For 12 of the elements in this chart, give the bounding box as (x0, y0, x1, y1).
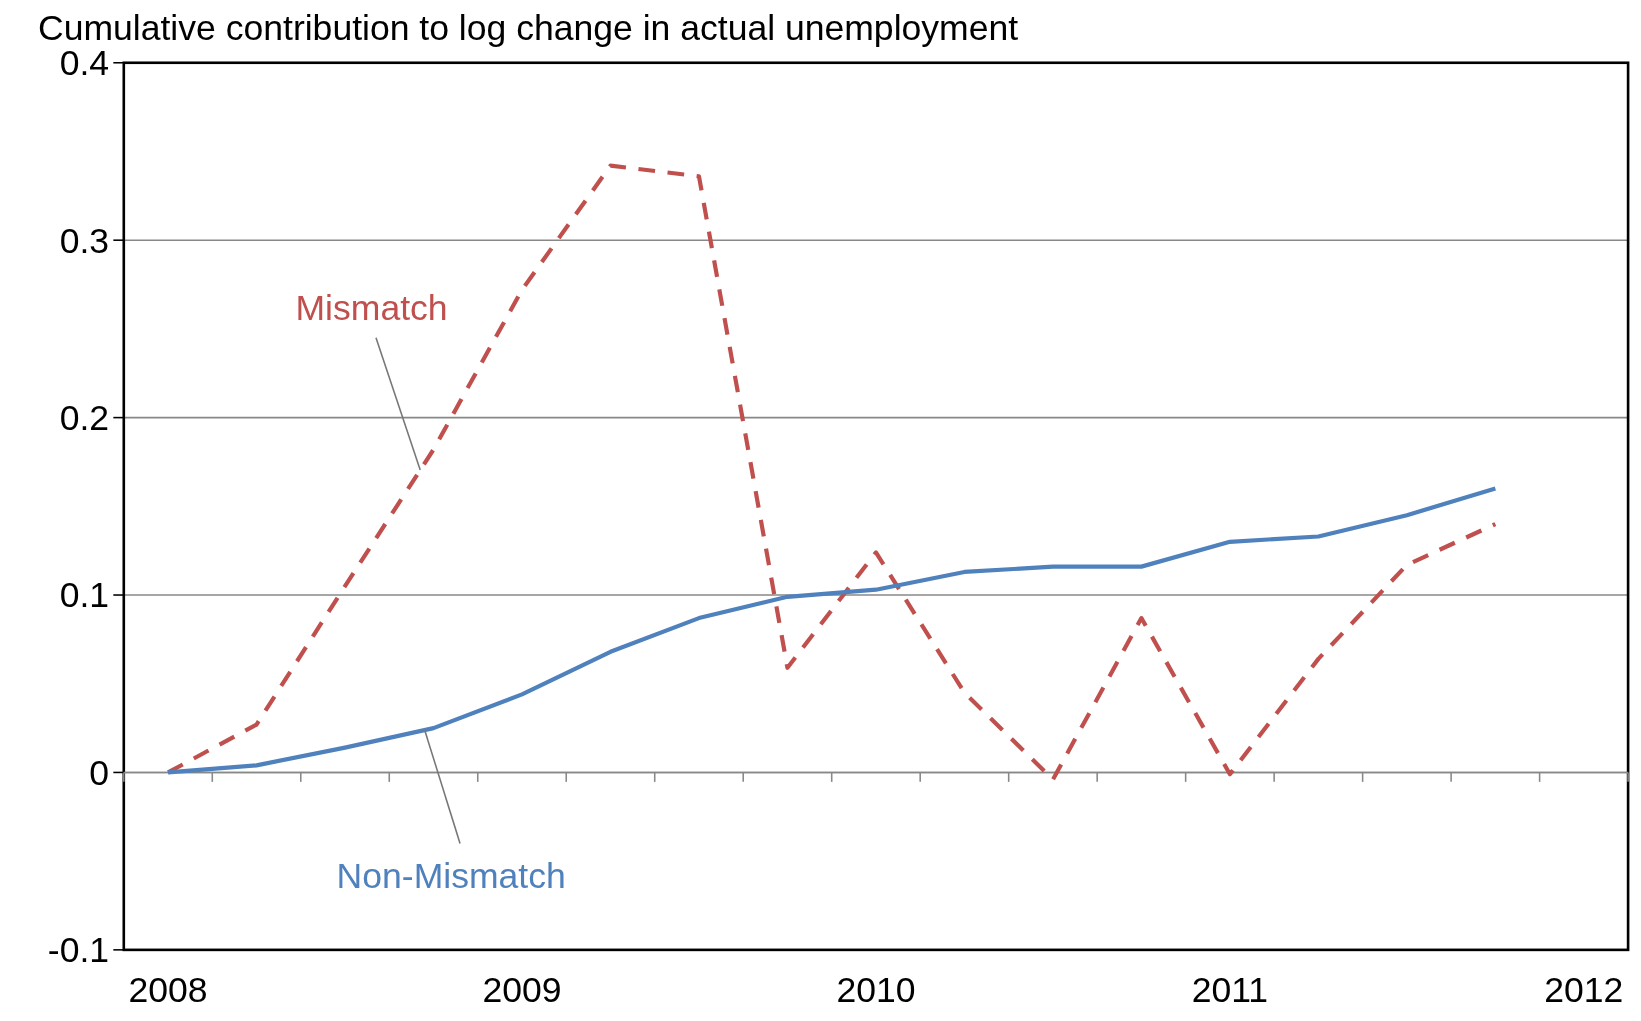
x-tick-label: 2012 (1544, 970, 1624, 1011)
series-label: Mismatch (295, 288, 448, 329)
y-tick-label: 0 (89, 752, 110, 793)
x-tick-label: 2008 (128, 970, 208, 1011)
y-tick-label: 0.2 (59, 398, 110, 439)
x-tick-label: 2011 (1191, 970, 1269, 1011)
y-tick-label: -0.1 (47, 930, 110, 971)
y-tick-label: 0.1 (59, 575, 110, 616)
y-tick-label: 0.3 (59, 220, 110, 261)
x-tick-label: 2009 (482, 970, 562, 1011)
x-tick-label: 2010 (836, 970, 916, 1011)
text: Non-Mismatch (336, 855, 566, 896)
